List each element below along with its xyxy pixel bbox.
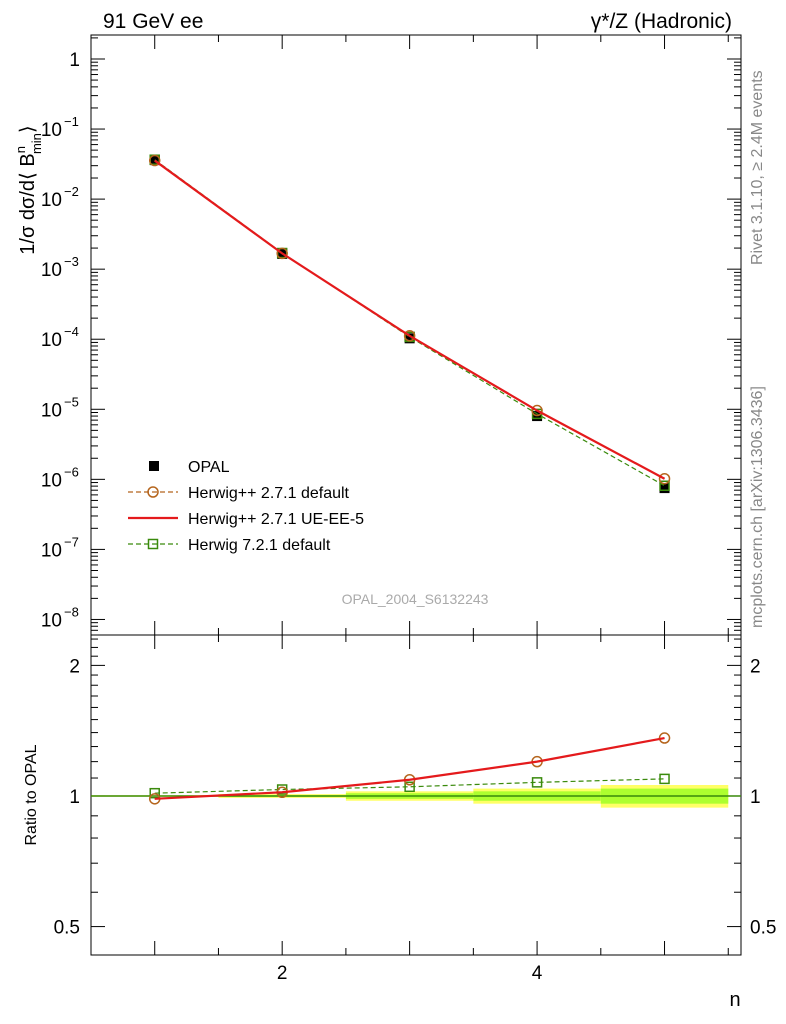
ratio-y-tick-label-right: 1	[750, 787, 761, 808]
main-y-label-sub: min	[29, 133, 44, 154]
header-right: γ*/Z (Hadronic)	[591, 10, 732, 33]
main-series	[148, 154, 671, 494]
main-y-tick-label: 1	[69, 50, 80, 71]
ratio-line-hw7	[154, 778, 665, 794]
ratio-y-tick-label-right: 2	[750, 656, 761, 677]
legend-marker-opal	[149, 461, 159, 471]
main-line-hpp_ue	[154, 159, 666, 480]
main-line-hpp_def	[154, 160, 665, 480]
legend-label-hw7: Herwig 7.2.1 default	[188, 537, 331, 554]
main-opal-marker	[404, 333, 415, 344]
main-y-axis-label: 1/σ dσ/d⟨ Bnmin⟩	[13, 125, 44, 254]
main-y-label-text: 1/σ dσ/d⟨ B	[17, 153, 39, 254]
ratio-tick-labels: 2 4 2 2 1 1 0.5 0.5	[54, 656, 777, 984]
x-tick-label: 4	[532, 963, 543, 984]
ratio-panel: 2 4 2 2 1 1 0.5 0.5 Ratio to OPAL n	[23, 35, 776, 1011]
ratio-y-axis-label: Ratio to OPAL	[23, 744, 40, 845]
legend-hw7-marker	[147, 538, 159, 550]
main-y-tick-label: 10	[41, 470, 62, 491]
main-y-tick-label-exponent: −4	[64, 324, 79, 339]
rivet-label: Rivet 3.1.10, ≥ 2.4M events	[749, 70, 766, 265]
ratio-hw7-marker	[149, 787, 160, 799]
ratio-frame	[90, 634, 742, 956]
ratio-hw7-marker	[404, 781, 415, 793]
main-y-tick-label-exponent: −8	[64, 604, 79, 619]
legend-hpp_def-marker	[147, 486, 159, 498]
main-y-tick-label: 10	[41, 610, 62, 631]
mcplots-label: mcplots.cern.ch [arXiv:1306.3436]	[749, 386, 766, 628]
ratio-y-tick-label: 2	[69, 656, 80, 677]
main-hpp_def-marker	[276, 247, 288, 260]
ratio-y-tick-label: 1	[69, 787, 80, 808]
main-y-tick-label-exponent: −1	[64, 114, 79, 129]
ratio-series	[148, 732, 671, 805]
main-y-tick-label-exponent: −2	[64, 184, 79, 199]
main-y-tick-label-exponent: −5	[64, 394, 79, 409]
legend: OPAL Herwig++ 2.7.1 default Herwig++ 2.7.1…	[128, 459, 364, 554]
main-panel: 110−110−210−310−410−510−610−710−8 OPAL_2…	[13, 34, 742, 636]
main-y-tick-label-exponent: −6	[64, 464, 79, 479]
main-hw7-marker	[659, 480, 670, 492]
main-y-label-sup: n	[13, 146, 28, 153]
watermark: OPAL_2004_S6132243	[342, 591, 489, 607]
main-opal-marker	[659, 483, 670, 494]
main-y-tick-label-exponent: −7	[64, 534, 79, 549]
main-y-tick-label: 10	[41, 330, 62, 351]
x-tick-label: 2	[277, 963, 288, 984]
main-y-tick-label: 10	[41, 400, 62, 421]
ratio-hw7-marker	[659, 773, 670, 785]
ratio-y-tick-label-right: 0.5	[750, 918, 776, 939]
main-hpp_def-marker	[148, 154, 161, 167]
ratio-line-hpp_ue	[154, 736, 665, 800]
legend-label-hpp_ue: Herwig++ 2.7.1 UE-EE-5	[188, 511, 364, 528]
ratio-y-tick-label: 0.5	[54, 918, 80, 939]
main-y-ticks	[91, 37, 741, 636]
main-y-tick-label: 10	[41, 190, 62, 211]
main-y-label-end: ⟩	[17, 125, 39, 133]
main-y-tick-labels: 110−110−210−310−410−510−610−710−8	[41, 50, 80, 631]
main-hpp_def-marker	[531, 404, 543, 417]
main-y-tick-label: 10	[41, 540, 62, 561]
main-hpp_def-marker	[403, 330, 416, 342]
main-y-tick-label-exponent: −3	[64, 254, 79, 269]
main-y-tick-label: 10	[41, 260, 62, 281]
legend-label-opal: OPAL	[188, 459, 230, 476]
header-left: 91 GeV ee	[103, 10, 203, 33]
main-hpp_def-marker	[658, 472, 671, 485]
main-y-tick-label: 10	[41, 120, 62, 141]
legend-label-hpp_def: Herwig++ 2.7.1 default	[188, 485, 350, 502]
ratio-hw7-marker	[531, 777, 543, 788]
x-axis-label: n	[729, 989, 740, 1011]
